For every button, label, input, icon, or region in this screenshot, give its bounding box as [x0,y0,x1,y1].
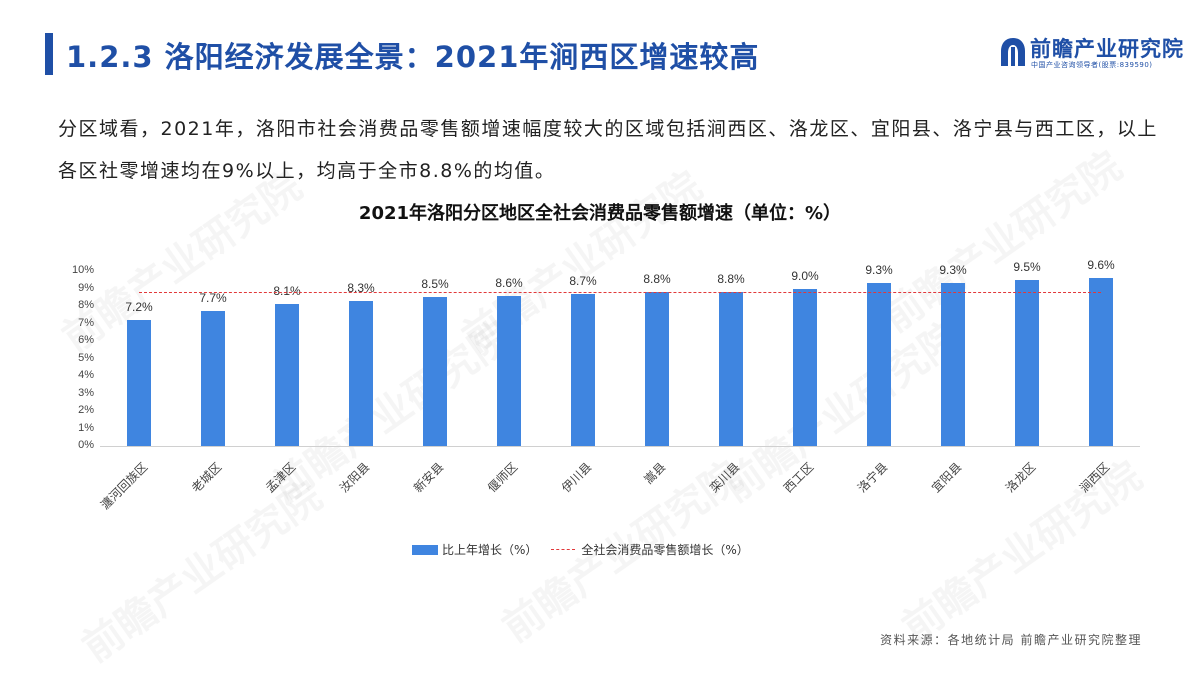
y-axis-tick: 8% [78,299,94,311]
bar-value-label: 9.3% [865,263,893,278]
reference-line-average [139,292,1101,293]
bar-value-label: 8.5% [421,277,449,292]
bar [719,292,743,446]
x-axis-category: 偃师区 [484,459,521,496]
chart-title: 2021年洛阳分区地区全社会消费品零售额增速（单位：%） [358,203,842,224]
x-axis-category: 洛龙区 [1002,459,1039,496]
bar [571,293,595,446]
bar-value-label: 7.2% [125,300,153,314]
bar-value-label: 9.3% [939,263,967,278]
legend-line-label: 全社会消费品零售额增长（%） [581,543,749,557]
bar [1089,278,1113,446]
x-axis-category: 瀍河回族区 [97,459,151,513]
x-axis-category: 宜阳县 [928,459,965,496]
title-accent-bar [45,33,53,75]
bar-value-label: 8.3% [347,280,375,295]
bar [127,320,151,446]
logo-name: 前瞻产业研究院 [1030,37,1184,61]
bar [423,297,447,446]
x-axis-category: 老城区 [188,459,225,496]
y-axis-tick: 5% [78,351,94,364]
summary-text: 分区域看，2021年，洛阳市社会消费品零售额增速幅度较大的区域包括涧西区、洛龙区… [58,118,1158,182]
legend-line-swatch [551,549,576,550]
bar-value-label: 9.5% [1013,259,1041,274]
x-axis-category: 洛宁县 [854,459,891,496]
x-axis-category: 伊川县 [558,459,595,496]
x-axis-category: 孟津区 [262,459,299,496]
y-axis-tick: 0% [78,439,94,451]
bar [497,295,521,446]
y-axis-tick: 9% [78,281,94,294]
bar-value-label: 9.6% [1087,258,1115,272]
bar-value-label: 9.0% [791,268,819,283]
bar [867,283,891,446]
bar [201,311,225,446]
y-axis-tick: 4% [78,369,94,381]
brand-logo: 前瞻产业研究院 中国产业咨询领导者(股票:839590) [1000,33,1185,73]
bar [793,288,817,446]
x-axis-category: 西工区 [780,459,817,496]
page-title: 1.2.3 洛阳经济发展全景：2021年涧西区增速较高 [66,40,760,74]
logo-subtitle: 中国产业咨询领导者(股票:839590) [1031,61,1153,69]
x-axis-line [100,446,1140,447]
x-axis-category: 涧西区 [1076,459,1113,496]
bar-value-label: 8.6% [495,275,523,290]
x-axis-category: 汝阳县 [336,459,373,496]
y-axis-tick: 2% [78,404,94,416]
x-axis-category: 新安县 [410,459,447,496]
x-axis-category: 栾川县 [706,459,743,496]
y-axis-tick: 3% [78,386,94,399]
source-note: 资料来源：各地统计局 前瞻产业研究院整理 [880,633,1142,647]
y-axis-tick: 10% [71,264,94,276]
bar-value-label: 8.1% [273,284,301,299]
bar-value-label: 8.8% [643,272,671,286]
bar-value-label: 7.7% [199,291,227,306]
bar [275,304,299,446]
legend-bar-swatch [412,544,438,555]
bar-value-label: 8.7% [569,273,597,288]
y-axis-tick: 6% [78,334,94,346]
legend-bar-label: 比上年增长（%） [442,543,538,557]
y-axis-tick: 7% [78,316,94,329]
x-axis-category: 嵩县 [641,459,669,487]
chart-legend: 比上年增长（%） 全社会消费品零售额增长（%） [412,541,749,559]
bar [645,292,669,446]
bar-value-label: 8.8% [717,272,745,286]
bar [349,300,373,446]
bar [1015,279,1039,446]
watermark: 前瞻产业研究院 [49,155,312,363]
qianzhan-logo-icon [1001,38,1025,66]
bar [941,283,965,446]
y-axis-tick: 1% [78,421,94,434]
